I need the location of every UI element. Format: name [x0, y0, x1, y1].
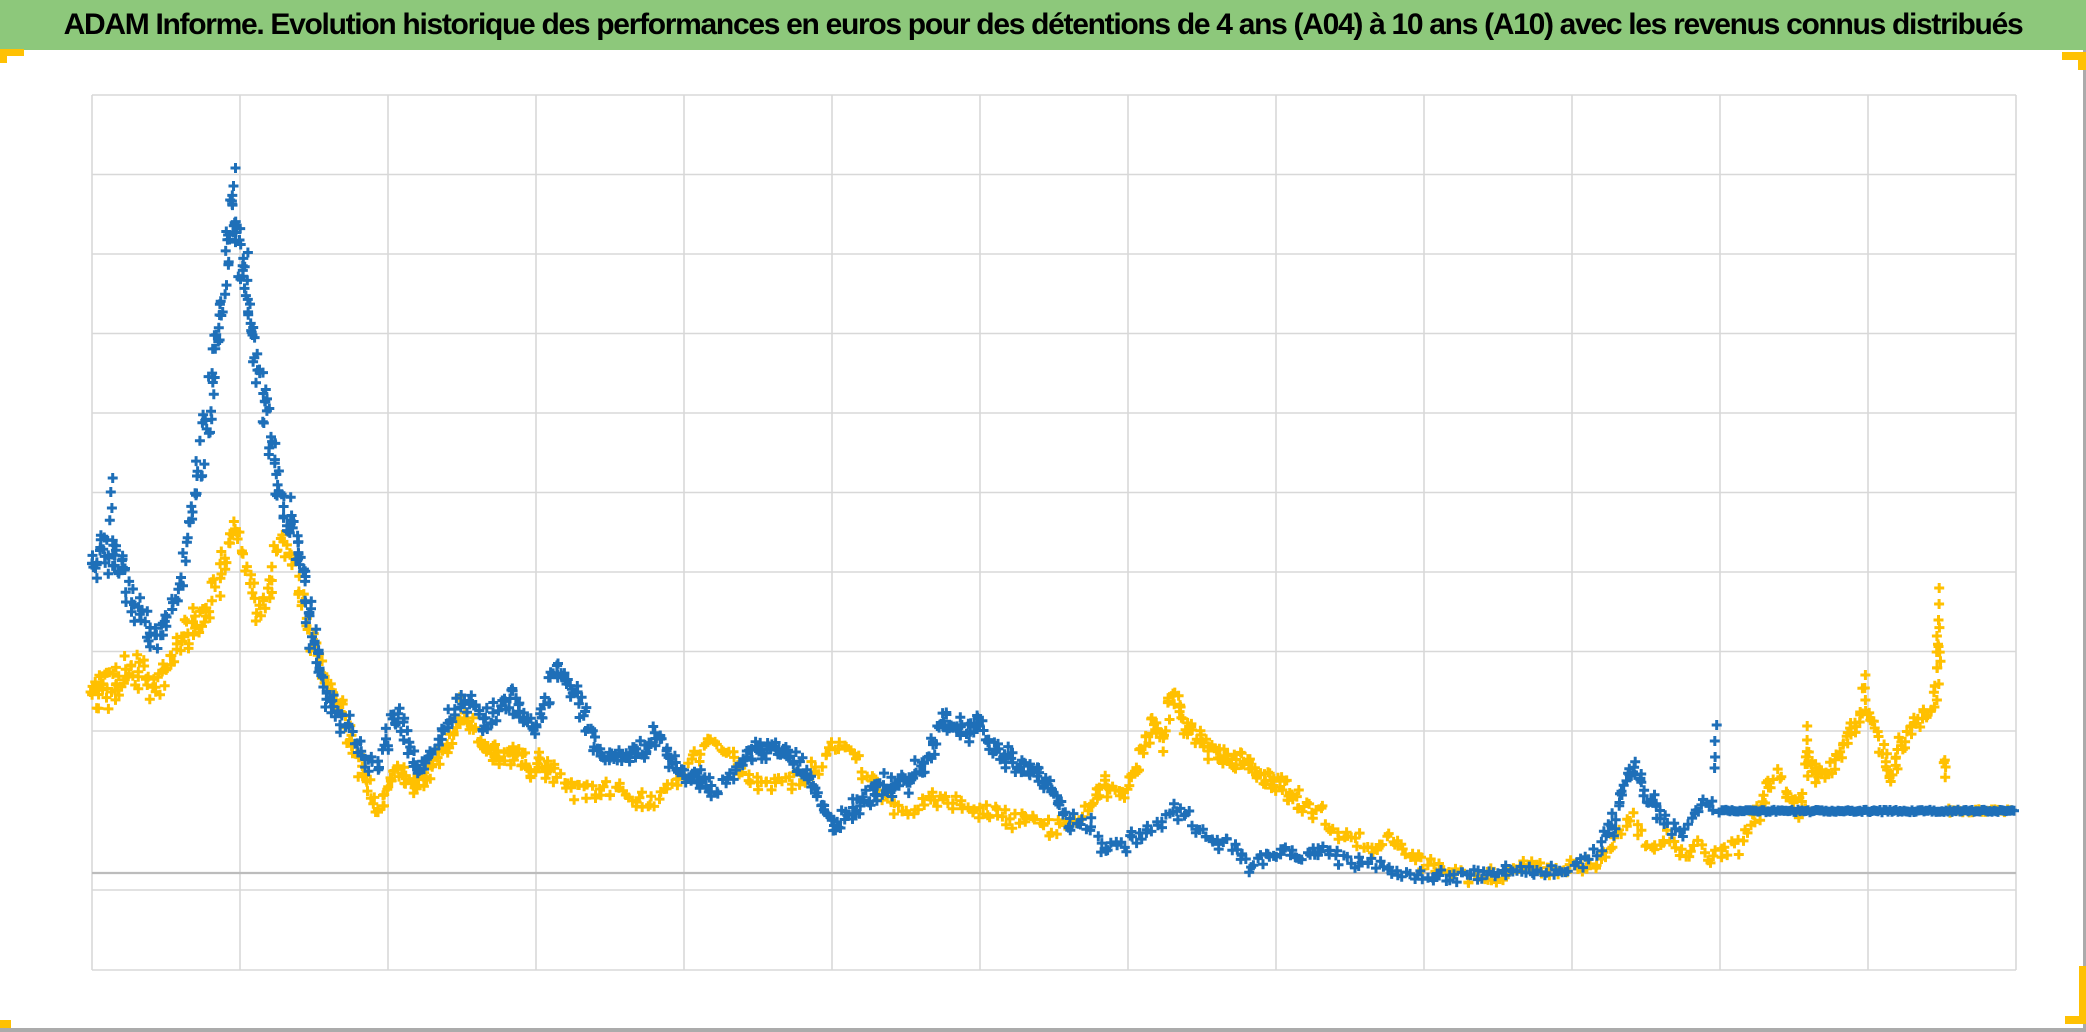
- crop-handle-top-right-nub[interactable]: [2078, 52, 2086, 70]
- crop-handle-top-left-arm[interactable]: [0, 49, 24, 56]
- title-text: ADAM Informe. Evolution historique des p…: [63, 8, 2024, 41]
- crop-handle-top-left-nub[interactable]: [0, 49, 7, 63]
- title-banner: ADAM Informe. Evolution historique des p…: [0, 0, 2086, 50]
- gold-plus-series: [85, 516, 2016, 888]
- crop-handle-top-right-arm[interactable]: [2062, 52, 2086, 60]
- frame-bottom-border: [0, 1028, 2086, 1032]
- blue-plus-series: [87, 163, 2019, 888]
- crop-handle-bottom-left[interactable]: [0, 1020, 11, 1028]
- gridlines: [91, 94, 2017, 971]
- crop-handle-bottom-right-foot[interactable]: [2065, 1016, 2086, 1024]
- frame-right-border: [2083, 50, 2086, 1032]
- crop-handle-bottom-right-arm[interactable]: [2079, 966, 2086, 1024]
